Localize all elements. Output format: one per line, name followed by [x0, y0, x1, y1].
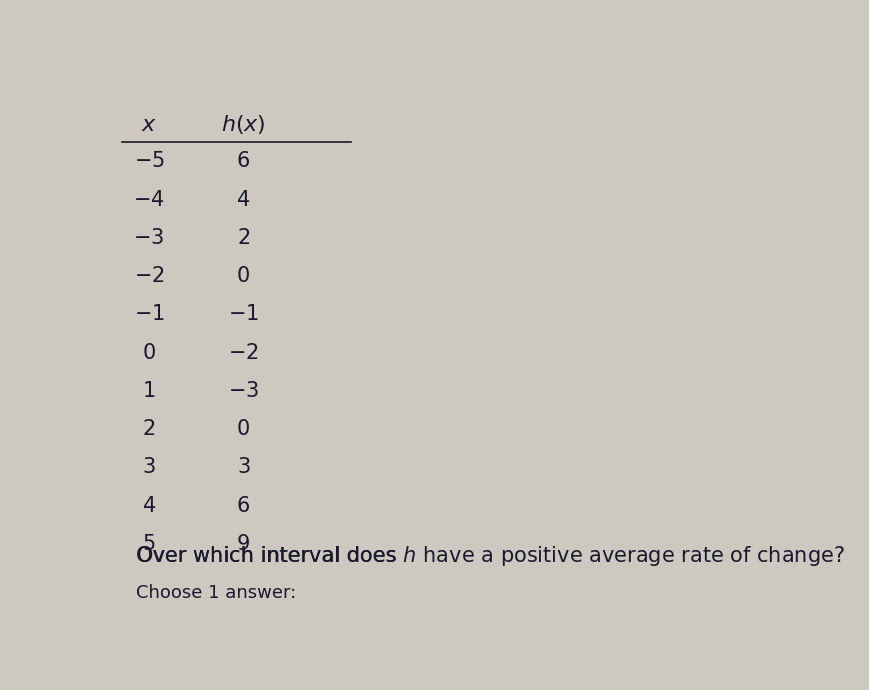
Text: $-4$: $-4$ — [133, 190, 165, 210]
Text: $-5$: $-5$ — [134, 151, 164, 171]
Text: $6$: $6$ — [236, 151, 250, 171]
Text: Over which interval does $h$ have a positive average rate of change?: Over which interval does $h$ have a posi… — [136, 544, 845, 568]
Text: $-1$: $-1$ — [134, 304, 164, 324]
Text: $4$: $4$ — [142, 495, 156, 515]
Text: $-1$: $-1$ — [228, 304, 259, 324]
Text: $5$: $5$ — [143, 534, 156, 554]
Text: Choose 1 answer:: Choose 1 answer: — [136, 584, 295, 602]
Text: $-3$: $-3$ — [228, 381, 259, 401]
Text: $9$: $9$ — [236, 534, 250, 554]
Text: $2$: $2$ — [143, 420, 156, 440]
Text: $-3$: $-3$ — [134, 228, 164, 248]
Text: Over which interval does: Over which interval does — [136, 546, 402, 566]
Text: $3$: $3$ — [143, 457, 156, 477]
Text: $0$: $0$ — [143, 343, 156, 363]
Text: $4$: $4$ — [236, 190, 250, 210]
Text: $h(x)$: $h(x)$ — [221, 113, 266, 136]
Text: $2$: $2$ — [236, 228, 250, 248]
Text: $1$: $1$ — [143, 381, 156, 401]
Text: $x$: $x$ — [141, 114, 157, 136]
Text: $6$: $6$ — [236, 495, 250, 515]
Text: $3$: $3$ — [236, 457, 250, 477]
Text: $0$: $0$ — [236, 420, 250, 440]
Text: $-2$: $-2$ — [228, 343, 259, 363]
Text: $-2$: $-2$ — [134, 266, 164, 286]
Text: $0$: $0$ — [236, 266, 250, 286]
